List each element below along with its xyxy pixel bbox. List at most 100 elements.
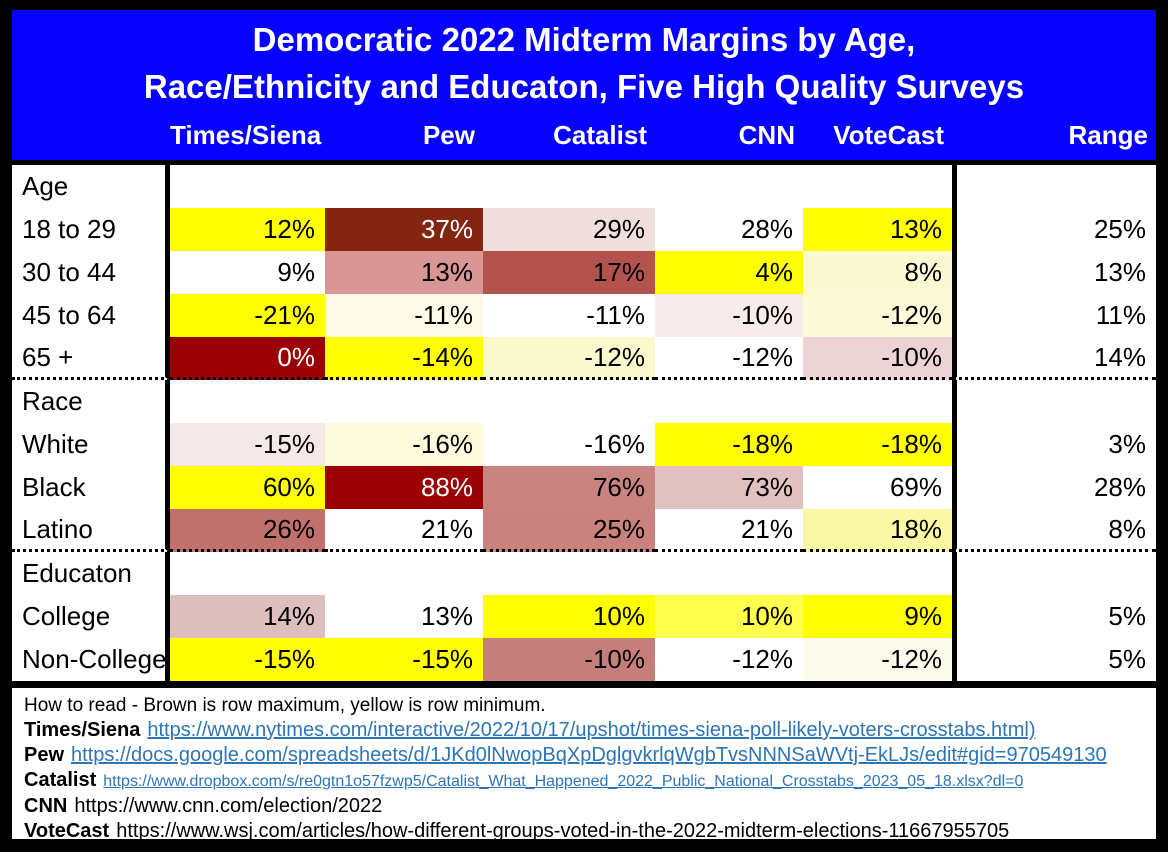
range-cell-empty [952, 165, 1156, 208]
section-label-race: Race [12, 380, 170, 423]
source-line-votecast: VoteCast https://www.wsj.com/articles/how… [24, 819, 1144, 839]
data-cell: -15% [170, 638, 325, 681]
data-cell-empty [655, 165, 803, 208]
data-cell: -21% [170, 294, 325, 337]
data-cell: 21% [325, 509, 483, 552]
data-grid: Age 18 to 29 12% 37% 29% 28% 13% 25% 30 to 44 9% 1… [12, 165, 1156, 681]
data-cell: 88% [325, 466, 483, 509]
row-label-non-college: Non-College [12, 638, 170, 681]
source-url: https://www.cnn.com/election/2022 [74, 795, 383, 817]
data-cell: 37% [325, 208, 483, 251]
data-cell: 69% [803, 466, 952, 509]
data-cell-empty [325, 552, 483, 595]
data-cell: -16% [483, 423, 655, 466]
data-cell: 18% [803, 509, 952, 552]
row-label-65-: 65 + [12, 337, 170, 380]
data-cell: 17% [483, 251, 655, 294]
source-line-times-siena: Times/Siena https://www.nytimes.com/inter… [24, 718, 1144, 743]
data-cell: 10% [655, 595, 803, 638]
source-name: VoteCast [24, 820, 110, 839]
data-cell: -10% [655, 294, 803, 337]
data-cell: 28% [655, 208, 803, 251]
data-cell: -12% [655, 337, 803, 380]
data-cell: -18% [655, 423, 803, 466]
data-cell-empty [803, 552, 952, 595]
range-cell: 14% [952, 337, 1156, 380]
data-cell: 13% [325, 595, 483, 638]
range-cell: 3% [952, 423, 1156, 466]
data-cell: 0% [170, 337, 325, 380]
source-line-pew: Pew https://docs.google.com/spreadsheets/… [24, 743, 1144, 768]
data-cell: 10% [483, 595, 655, 638]
data-cell: -15% [325, 638, 483, 681]
data-cell-empty [170, 552, 325, 595]
source-list: Times/Siena https://www.nytimes.com/inter… [24, 718, 1144, 839]
range-cell: 13% [952, 251, 1156, 294]
data-cell: 12% [170, 208, 325, 251]
column-header-catalist: Catalist [553, 120, 647, 150]
column-header-times-siena: Times/Siena [170, 120, 322, 150]
column-header-row: Times/Siena Pew Catalist CNN VoteCast Range [12, 110, 1156, 157]
column-header-votecast: VoteCast [833, 120, 944, 150]
row-label-college: College [12, 595, 170, 638]
section-label-educaton: Educaton [12, 552, 170, 595]
header-banner: Democratic 2022 Midterm Margins by Age, … [12, 10, 1156, 160]
data-cell: 76% [483, 466, 655, 509]
source-name: Pew [24, 744, 65, 766]
range-cell: 11% [952, 294, 1156, 337]
data-cell: -12% [803, 638, 952, 681]
data-cell: -10% [803, 337, 952, 380]
range-cell-empty [952, 380, 1156, 423]
data-cell-empty [483, 380, 655, 423]
data-cell: -11% [483, 294, 655, 337]
data-cell: 8% [803, 251, 952, 294]
range-cell: 8% [952, 509, 1156, 552]
data-cell: 29% [483, 208, 655, 251]
source-link[interactable]: https://www.dropbox.com/s/re0gtn1o57fzwp… [103, 773, 1024, 790]
data-cell-empty [483, 165, 655, 208]
range-cell: 5% [952, 595, 1156, 638]
data-cell: 21% [655, 509, 803, 552]
data-cell: -16% [325, 423, 483, 466]
column-header-cnn: CNN [738, 120, 795, 150]
column-header-range: Range [1068, 120, 1148, 150]
column-header-pew: Pew [422, 120, 475, 150]
range-cell: 28% [952, 466, 1156, 509]
source-link[interactable]: https://docs.google.com/spreadsheets/d/1… [71, 744, 1107, 766]
data-cell: 14% [170, 595, 325, 638]
data-cell: 13% [325, 251, 483, 294]
data-cell-empty [325, 165, 483, 208]
source-name: CNN [24, 795, 68, 817]
data-cell: -15% [170, 423, 325, 466]
source-name: Catalist [24, 769, 97, 791]
source-line-catalist: Catalist https://www.dropbox.com/s/re0gtn… [24, 768, 1144, 794]
data-cell: 9% [170, 251, 325, 294]
source-name: Times/Siena [24, 719, 141, 741]
row-label-black: Black [12, 466, 170, 509]
range-cell: 25% [952, 208, 1156, 251]
legend-text: How to read - Brown is row maximum, yell… [24, 695, 546, 716]
range-cell: 5% [952, 638, 1156, 681]
column-header-spacer [12, 151, 170, 157]
data-cell-empty [803, 380, 952, 423]
data-cell: 13% [803, 208, 952, 251]
title-line-2: Race/Ethnicity and Educaton, Five High Q… [143, 68, 1025, 105]
data-cell: -12% [655, 638, 803, 681]
data-cell: -12% [803, 294, 952, 337]
data-cell: 26% [170, 509, 325, 552]
data-cell: 25% [483, 509, 655, 552]
row-label-45-to-64: 45 to 64 [12, 294, 170, 337]
titles: Democratic 2022 Midterm Margins by Age, … [12, 10, 1156, 110]
data-cell-empty [483, 552, 655, 595]
title-line-1: Democratic 2022 Midterm Margins by Age, [252, 21, 916, 58]
data-cell: 4% [655, 251, 803, 294]
data-cell-empty [655, 552, 803, 595]
source-link[interactable]: https://www.nytimes.com/interactive/2022… [147, 719, 1036, 741]
row-label-white: White [12, 423, 170, 466]
data-cell: -12% [483, 337, 655, 380]
data-cell: 73% [655, 466, 803, 509]
data-cell-empty [325, 380, 483, 423]
section-label-age: Age [12, 165, 170, 208]
row-label-latino: Latino [12, 509, 170, 552]
